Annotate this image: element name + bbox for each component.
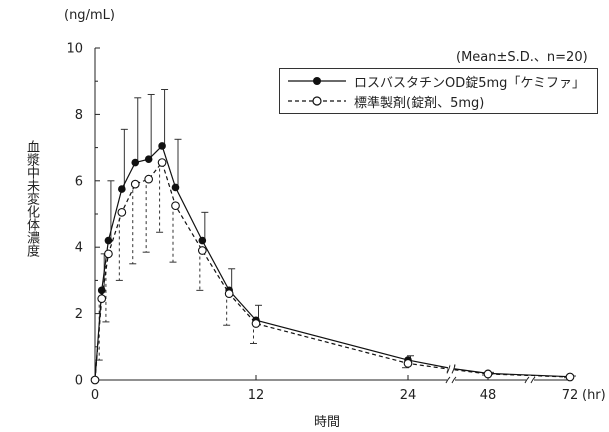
stats-note: (Mean±S.D.、n=20) [456,50,588,65]
legend-label-reference: 標準製剤(錠剤、5mg) [354,95,485,111]
data-point-reference [157,158,167,167]
data-point-reference [144,174,154,184]
data-point-reference [197,246,207,255]
error-bar-reference [115,212,123,281]
series-line-test [94,144,571,381]
error-bar-test [201,211,209,241]
legend-label-test: ロスバスタチンOD錠5mg「ケミファ」 [354,75,586,91]
axis-break-stroke [530,376,536,384]
axis-break-stroke [451,376,457,384]
data-point-test [171,183,180,192]
data-point-reference [90,375,100,385]
x-tick-label: 72 [562,388,579,403]
data-point-reference [403,359,413,368]
axis-break-gap [447,376,455,384]
error-bars [95,89,576,379]
axis-break-stroke [445,376,451,384]
y-tick-label: 8 [75,108,83,123]
legend-sample-filled-marker-icon [288,77,346,85]
data-point-test [104,236,113,245]
data-point-test [158,142,166,150]
axis-break-marker [445,376,457,384]
data-point-reference [483,369,493,379]
data-point-reference [224,289,234,299]
y-tick-label: 2 [75,307,83,322]
data-point-reference [130,179,140,189]
error-bar-test [147,93,155,160]
series-line-reference [94,161,571,381]
data-point-reference [104,249,113,259]
data-point-reference [171,201,180,211]
error-bar-test [134,97,142,163]
axis-break-gap [526,376,534,384]
axis-break-stroke [524,376,530,384]
x-tick-label: 0 [91,388,99,403]
x-axis-unit: (hr) [582,388,606,403]
x-tick-label: 12 [248,388,265,403]
y-tick-label: 10 [66,42,83,57]
axis-break-marker [524,376,536,384]
data-points [90,142,575,385]
y-axis-unit-label: (ng/mL) [64,8,115,23]
legend-entry-reference: 標準製剤(錠剤、5mg) [286,91,484,111]
axis-breaks [445,363,536,384]
x-axis-title: 時間 [314,415,340,430]
error-bar-reference [169,205,177,263]
data-point-test [118,185,126,193]
data-point-test [198,236,207,245]
y-tick-label: 6 [75,174,83,189]
error-bar-test [120,128,128,190]
data-point-reference [97,294,107,304]
error-bar-test [174,138,182,188]
error-bar-reference [223,293,231,326]
series-lines [94,144,571,381]
data-point-reference [117,207,127,217]
x-tick-label: 24 [400,388,417,403]
error-bar-reference [142,179,150,253]
error-bar-test [161,89,169,146]
data-point-reference [251,319,261,328]
y-tick-label: 4 [75,241,83,256]
error-bar-test [228,268,236,291]
legend-sample-open-marker-icon [288,96,346,106]
error-bar-reference [250,323,257,344]
chart-legend: ロスバスタチンOD錠5mg「ケミファ」 標準製剤(錠剤、5mg) [279,68,598,114]
error-bar-reference [156,162,164,233]
x-tick-label: 48 [480,388,497,403]
error-bar-reference [129,184,137,265]
legend-entry-test: ロスバスタチンOD錠5mg「ケミファ」 [286,71,585,91]
data-point-reference [565,372,575,382]
series-break-stroke [451,365,456,374]
series-break-gap [448,364,454,375]
data-point-test [131,158,140,167]
error-bar-reference [196,250,204,291]
series-break-stroke [446,365,451,374]
error-bar-reference [102,253,110,323]
data-point-test [144,155,153,164]
data-point-test [97,286,106,295]
y-tick-label: 0 [75,374,83,389]
series-break-marker [446,364,456,375]
y-axis-title: 血漿中未変化体濃度 [24,140,39,257]
